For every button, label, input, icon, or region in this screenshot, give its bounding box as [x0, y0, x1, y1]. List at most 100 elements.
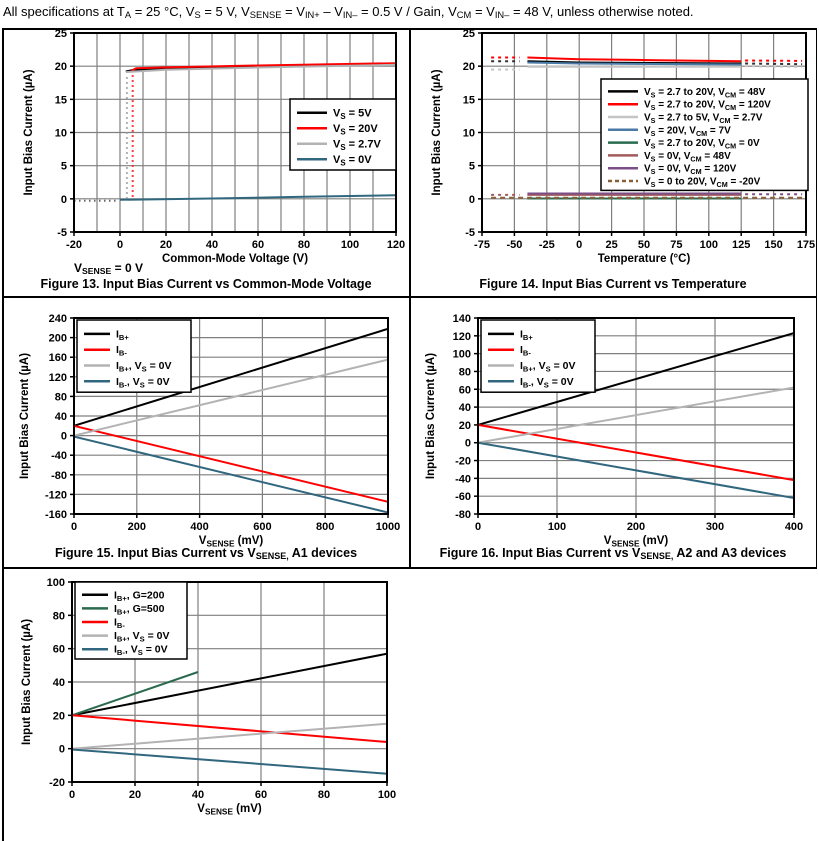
figure16-caption: Figure 16. Input Bias Current vs VSENSE,…	[439, 546, 787, 561]
x-tick-label: 100	[341, 239, 359, 251]
x-axis-title: Temperature (°C)	[598, 253, 691, 265]
x-tick-label: 60	[255, 789, 267, 801]
series-line	[74, 358, 388, 437]
x-tick-label: 300	[706, 521, 724, 533]
figure13-series	[74, 62, 396, 202]
legend-label: IB+	[116, 328, 129, 342]
y-tick-label: 200	[49, 333, 67, 345]
legend-label: IB-, VS = 0V	[116, 376, 170, 390]
y-tick-label: 20	[463, 61, 475, 73]
y-tick-label: 140	[453, 313, 471, 325]
series-line	[74, 435, 388, 514]
series-line	[478, 386, 794, 444]
figure15-caption: Figure 15. Input Bias Current vs VSENSE,…	[54, 546, 358, 561]
y-tick-label: -5	[465, 227, 475, 239]
y-tick-label: 25	[463, 28, 475, 40]
x-tick-label: 80	[318, 789, 330, 801]
x-tick-label: 20	[129, 789, 141, 801]
y-tick-label: -80	[455, 509, 471, 521]
series-line	[72, 748, 387, 775]
legend-label: VS = 2.7 to 5V, VCM = 2.7V	[644, 113, 763, 126]
legend-label: IB-, VS = 0V	[114, 644, 168, 658]
y-tick-label: 60	[53, 644, 65, 656]
legend-label: VS = 2.7 to 20V, VCM = 48V	[644, 87, 766, 100]
y-tick-label: 5	[469, 161, 475, 173]
x-tick-label: -20	[66, 239, 82, 251]
x-tick-label: 25	[605, 239, 617, 251]
series-line	[527, 61, 742, 66]
x-tick-label: 120	[387, 239, 405, 251]
figure13-plot: -20 0 20 40 60 80 100 120 -5 0 5 10 15 20 25 Common-Mod…	[23, 28, 405, 265]
x-tick-label: 0	[71, 521, 77, 533]
figure16-series	[478, 332, 794, 499]
series-line	[745, 62, 803, 66]
series-line	[478, 332, 794, 426]
y-tick-label: -160	[45, 509, 67, 521]
y-tick-label: 40	[459, 402, 471, 414]
x-axis-title: VSENSE (mV)	[197, 803, 262, 817]
x-tick-label: 0	[117, 239, 123, 251]
y-axis-title: Input Bias Current (µA)	[21, 619, 33, 745]
series-line	[745, 65, 803, 68]
x-tick-label: 50	[638, 239, 650, 251]
y-tick-label: 20	[459, 420, 471, 432]
x-tick-label: -75	[474, 239, 490, 251]
y-tick-label: 0	[469, 194, 475, 206]
x-axis-title: VSENSE (mV)	[604, 535, 669, 549]
x-tick-label: 600	[253, 521, 271, 533]
figure15-plot: 0 200 400 600 800 1000 -160 -120 -80 -40 0 40 80 120 1…	[19, 313, 400, 549]
figure16-legend: IB+ IB- IB+, VS = 0V IB-, VS = 0V	[480, 319, 596, 393]
legend-label: VS = 0 to 20V, VCM = -20V	[644, 177, 761, 190]
x-tick-label: 1000	[376, 521, 400, 533]
legend-label: VS = 20V, VCM = 7V	[644, 125, 731, 138]
series-line	[119, 194, 396, 201]
y-tick-label: -20	[455, 456, 471, 468]
y-tick-label: 100	[453, 349, 471, 361]
x-tick-label: 0	[475, 521, 481, 533]
y-tick-label: -40	[455, 473, 471, 485]
y-tick-label: 0	[61, 431, 67, 443]
x-tick-label: 80	[298, 239, 310, 251]
y-tick-label: 10	[463, 128, 475, 140]
legend-label: IB+, G=500	[114, 603, 165, 617]
x-tick-label: 20	[160, 239, 172, 251]
legend-label: IB+, VS = 0V	[114, 630, 169, 644]
series-line	[72, 722, 387, 750]
table-border-right	[815, 28, 817, 568]
x-tick-label: 200	[627, 521, 645, 533]
series-line	[72, 652, 387, 717]
x-tick-label: 0	[576, 239, 582, 251]
table-border-center	[409, 28, 411, 568]
y-axis-title: Input Bias Current (µA)	[23, 69, 35, 195]
y-tick-label: 120	[49, 372, 67, 384]
figure15-legend: IB+ IB- IB+, VS = 0V IB-, VS = 0V	[76, 319, 192, 393]
table-border-left	[2, 28, 4, 841]
series-line	[74, 424, 388, 503]
y-tick-label: 20	[55, 61, 67, 73]
series-line	[72, 714, 387, 743]
legend-label: IB+, VS = 0V	[116, 360, 171, 374]
figure17-series	[72, 652, 387, 775]
y-tick-label: -80	[51, 470, 67, 482]
series-line	[478, 441, 794, 499]
figure16-plot: 0 100 200 300 400 -80 -60 -40 -20 0 20 40 60 80 100 120…	[425, 313, 803, 549]
test-conditions-note: All specifications at TA = 25 °C, VS = 5…	[3, 4, 694, 21]
x-tick-label: 0	[69, 789, 75, 801]
figure17-plot: 0 20 40 60 80 100 -20 0 20 40 60 80 100 VSENSE (mV) In…	[21, 577, 396, 817]
legend-label: IB-, VS = 0V	[520, 376, 574, 390]
legend-label: IB+	[520, 328, 533, 342]
y-tick-label: 60	[459, 384, 471, 396]
y-tick-label: 100	[47, 577, 65, 589]
x-tick-label: -50	[506, 239, 522, 251]
legend-label: VS = 0V, VCM = 120V	[644, 164, 737, 177]
x-axis-title: Common-Mode Voltage (V)	[162, 253, 308, 265]
y-tick-label: 80	[459, 366, 471, 378]
x-tick-label: 75	[670, 239, 682, 251]
x-tick-label: 400	[190, 521, 208, 533]
legend-label: IB-	[116, 344, 127, 358]
y-tick-label: 120	[453, 331, 471, 343]
y-tick-label: 40	[55, 411, 67, 423]
y-tick-label: 40	[53, 677, 65, 689]
